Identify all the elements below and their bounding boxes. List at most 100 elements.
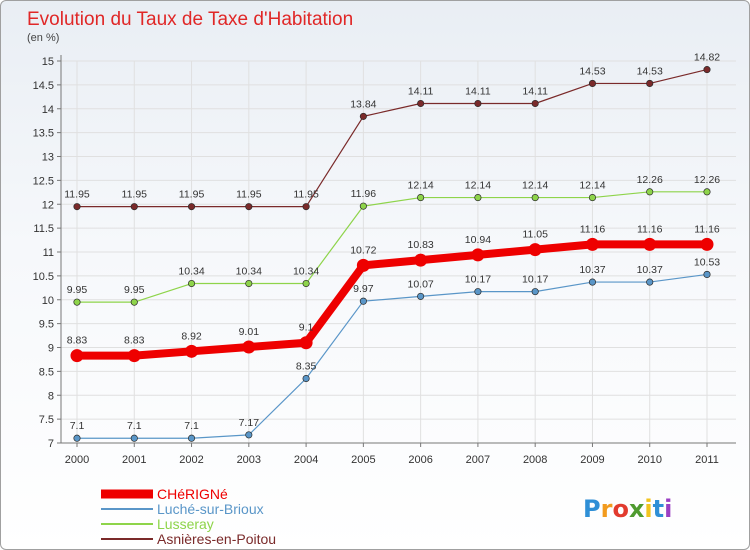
data-point	[703, 270, 711, 278]
data-point	[474, 99, 482, 108]
data-label: 14.11	[522, 85, 548, 97]
data-label: 11.96	[351, 188, 377, 200]
data-label: 10.34	[293, 266, 319, 278]
series-0: 8.83 8.83 8.92 9.01 9.1 10.72 10.83 10.94 11.05 1…	[67, 223, 720, 363]
x-tick-label: 2006	[408, 454, 432, 466]
legend-label: Luché-sur-Brioux	[157, 501, 264, 517]
data-point	[245, 431, 253, 439]
data-label: 11.95	[236, 189, 262, 201]
data-point	[359, 202, 367, 210]
data-point	[245, 203, 253, 211]
data-point	[127, 349, 141, 363]
data-label: 12.26	[637, 174, 663, 186]
data-point	[359, 297, 367, 305]
y-tick-label: 11	[43, 247, 54, 259]
y-tick-label: 11.5	[33, 223, 54, 235]
data-label: 7.1	[127, 420, 142, 432]
data-label: 10.37	[579, 264, 605, 276]
data-label: 11.16	[637, 223, 663, 235]
data-label: 9.97	[353, 283, 374, 295]
x-axis-ticks: 2000 2001 2002 2003 2004 2005 2006 2007 2008 2009…	[65, 443, 719, 466]
chart-subtitle: (en %)	[27, 32, 59, 44]
data-point	[302, 374, 310, 383]
data-point	[703, 66, 711, 74]
data-point	[187, 434, 196, 442]
series-line	[77, 191, 707, 303]
data-label: 12.14	[407, 180, 433, 192]
data-point	[646, 188, 654, 196]
x-tick-label: 2003	[237, 454, 261, 466]
data-point	[417, 292, 425, 300]
data-point	[646, 79, 654, 87]
data-point	[302, 279, 310, 288]
data-point	[531, 194, 539, 202]
series-3: 11.95 11.95 11.95 11.95 11.95 13.84 14.11 14.11…	[64, 52, 720, 211]
data-label: 9.95	[67, 284, 88, 296]
data-point	[588, 79, 597, 87]
legend-label: CHéRIGNé	[157, 486, 228, 502]
data-point	[187, 279, 196, 288]
y-tick-label: 7.5	[39, 414, 54, 426]
x-tick-label: 2010	[637, 454, 661, 466]
data-label: 11.16	[580, 223, 606, 235]
series-2: 9.95 9.95 10.34 10.34 10.34 11.96 12.14 12.14 12…	[67, 174, 720, 306]
data-point	[359, 112, 367, 120]
data-label: 10.17	[465, 274, 491, 286]
data-label: 12.14	[522, 180, 548, 192]
x-tick-label: 2004	[294, 454, 318, 466]
data-point	[73, 203, 81, 211]
data-point	[414, 253, 428, 267]
data-label: 11.95	[122, 189, 148, 201]
data-label: 7.17	[239, 417, 260, 429]
data-point	[185, 344, 199, 358]
data-point	[643, 237, 657, 251]
series-line	[77, 240, 707, 360]
data-label: 10.94	[465, 234, 491, 246]
data-point	[585, 237, 599, 251]
y-tick-label: 15	[42, 56, 54, 68]
data-point	[474, 288, 482, 296]
series-line	[77, 69, 708, 208]
data-label: 9.01	[239, 326, 260, 338]
data-point	[700, 237, 714, 251]
data-point	[130, 434, 138, 442]
data-point	[73, 434, 81, 442]
y-tick-label: 14	[42, 104, 54, 116]
y-tick-label: 7	[48, 438, 54, 450]
x-tick-label: 2000	[65, 454, 89, 466]
data-point	[299, 336, 313, 350]
data-label: 10.72	[350, 244, 376, 256]
data-label: 10.34	[236, 266, 262, 278]
x-tick-label: 2008	[523, 454, 547, 466]
data-point	[588, 194, 597, 202]
data-point	[130, 203, 138, 211]
data-point	[302, 203, 310, 211]
data-label: 8.92	[181, 330, 202, 342]
data-point	[417, 194, 425, 202]
data-label: 7.1	[70, 420, 85, 432]
legend: CHéRIGNéLuché-sur-BriouxLusserayAsnières…	[101, 486, 276, 547]
x-tick-label: 2001	[122, 454, 146, 466]
data-label: 10.53	[694, 256, 720, 268]
data-label: 8.83	[124, 335, 145, 347]
y-tick-label: 13	[42, 152, 54, 164]
data-point	[703, 188, 711, 196]
data-point	[242, 340, 256, 354]
data-point	[130, 298, 138, 306]
data-label: 9.1	[299, 322, 314, 334]
y-tick-label: 9.5	[39, 319, 54, 331]
data-label: 8.83	[67, 335, 88, 347]
data-point	[531, 99, 539, 108]
y-tick-label: 9	[48, 343, 54, 355]
data-label: 14.11	[408, 85, 434, 97]
y-tick-label: 12.5	[33, 175, 54, 187]
y-axis-ticks: 7 7.5 8 8.5 9 9.5 10 10.5 11 11.5 12 12.5 13 13.5 14 14…	[33, 56, 61, 450]
data-point	[474, 194, 482, 202]
data-label: 14.53	[579, 65, 605, 77]
data-label: 14.53	[637, 65, 663, 77]
data-label: 11.95	[293, 189, 319, 201]
y-tick-label: 12	[42, 199, 54, 211]
data-label: 12.14	[465, 180, 491, 192]
